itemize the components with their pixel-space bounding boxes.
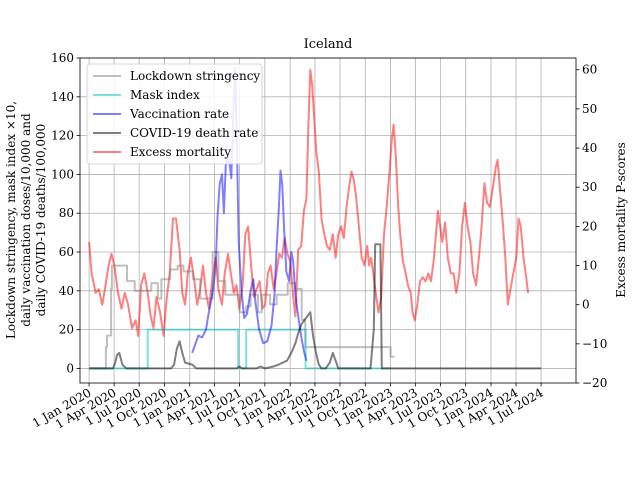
- y-axis-right-label: Excess mortality P-scores: [614, 142, 628, 297]
- series-line-covid-19-death-rate: [89, 243, 542, 370]
- y-left-tick-label: 60: [59, 245, 74, 259]
- y-right-tick-label: 60: [582, 63, 597, 77]
- series-line-excess-mortality: [88, 68, 530, 337]
- y-right-tick-label: −10: [582, 337, 607, 351]
- legend-label: Mask index: [130, 88, 200, 102]
- legend-box: [86, 63, 263, 165]
- y-right-tick-label: 40: [582, 141, 597, 155]
- y-right-tick-label: 20: [582, 219, 597, 233]
- y-left-tick-label: 80: [59, 206, 74, 220]
- y-right-tick-label: −20: [582, 376, 607, 390]
- y-right-tick-label: 0: [582, 298, 590, 312]
- plot-frame: [79, 57, 577, 384]
- series-line-vaccination-rate: [191, 66, 308, 361]
- legend-label: Excess mortality: [130, 145, 231, 159]
- y-axis-left-label-line: daily COVID-19 deaths/100,000: [34, 124, 48, 317]
- y-axis-right: −20 −10 0 10 20 30 40 50 60: [576, 63, 607, 390]
- legend: Lockdown stringency Mask index Vaccination…: [86, 63, 263, 165]
- y-right-tick-label: 50: [582, 102, 597, 116]
- y-left-tick-label: 160: [51, 51, 74, 65]
- series-lines: [88, 66, 542, 370]
- y-left-tick-label: 140: [51, 90, 74, 104]
- y-right-tick-label: 30: [582, 180, 597, 194]
- y-axis-left-label: Lockdown stringency, mask index ×10,dail…: [4, 101, 48, 339]
- y-right-tick-label: 10: [582, 259, 597, 273]
- y-left-tick-label: 120: [51, 129, 74, 143]
- y-left-tick-label: 0: [66, 361, 74, 375]
- y-left-tick-label: 100: [51, 167, 74, 181]
- y-axis-left: 0 20 40 60 80 100 120 140 160: [51, 51, 80, 375]
- series-line-lockdown-stringency: [89, 251, 395, 370]
- legend-label: Lockdown stringency: [130, 69, 260, 83]
- chart-title: Iceland: [304, 37, 353, 52]
- y-axis-left-label-line: daily vaccination doses/10,000 and: [19, 113, 33, 327]
- legend-label: Vaccination rate: [129, 107, 229, 121]
- y-left-tick-label: 20: [59, 323, 74, 337]
- y-left-tick-label: 40: [59, 284, 74, 298]
- y-axis-left-label-line: Lockdown stringency, mask index ×10,: [4, 101, 18, 339]
- legend-label: COVID-19 death rate: [130, 126, 258, 140]
